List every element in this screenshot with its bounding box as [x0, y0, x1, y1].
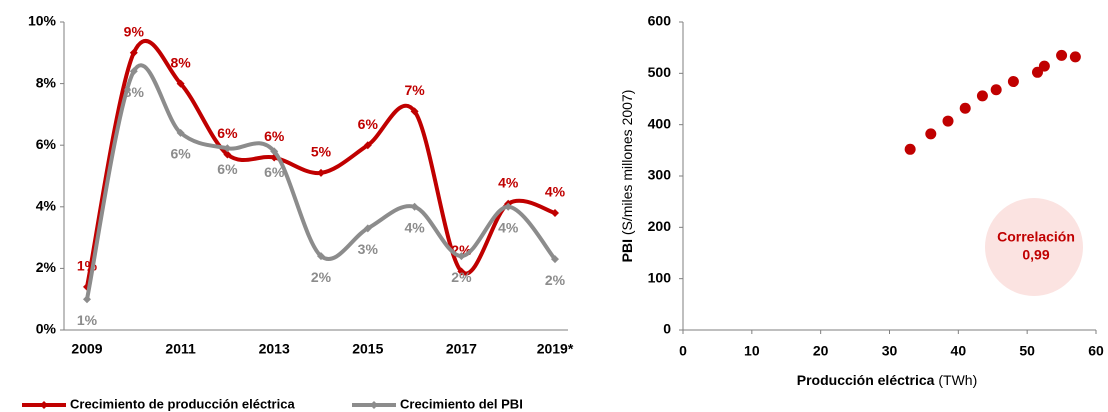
data-label: 1% [77, 312, 98, 328]
y-tick-label: 300 [648, 167, 672, 183]
point-marker [176, 79, 185, 88]
x-tick-label: 60 [1088, 343, 1104, 359]
data-label: 4% [545, 184, 566, 200]
y-tick-label: 8% [36, 74, 57, 90]
x-axis-title: Producción eléctrica [797, 372, 935, 388]
point-marker [176, 128, 185, 137]
point [942, 115, 954, 127]
point-marker [129, 48, 138, 57]
y-tick-label: 500 [648, 64, 672, 80]
x-tick-label: 2011 [165, 341, 196, 357]
x-tick-label: 50 [1019, 343, 1035, 359]
y-axis-label: PBI (S/miles millones 2007) [619, 90, 635, 263]
point-marker [410, 107, 419, 116]
point-marker [457, 252, 466, 261]
x-tick-label: 2013 [259, 341, 290, 357]
data-label: 6% [264, 164, 285, 180]
x-tick-label: 2019* [537, 341, 574, 357]
point-marker [223, 144, 232, 153]
point-marker [317, 252, 325, 261]
x-tick-label: 2009 [71, 341, 102, 357]
data-label: 6% [264, 128, 285, 144]
point-marker [363, 141, 372, 150]
annotation-bubble [985, 198, 1083, 296]
data-label: 6% [170, 146, 191, 162]
point-marker [83, 295, 91, 304]
point [925, 128, 937, 140]
y-tick-label: 4% [36, 198, 57, 214]
data-label: 8% [124, 84, 145, 100]
y-axis-unit: (S/miles millones 2007) [619, 90, 635, 236]
legend-label: Crecimiento del PBI [400, 396, 523, 411]
x-tick-label: 20 [813, 343, 829, 359]
point-marker [363, 224, 372, 233]
data-label: 7% [404, 82, 425, 98]
x-axis-unit: (TWh) [938, 372, 977, 388]
x-tick-label: 2015 [352, 341, 383, 357]
legend-label: Crecimiento de producción eléctrica [70, 396, 295, 411]
y-tick-label: 600 [648, 13, 672, 29]
point [1038, 60, 1050, 72]
y-tick-label: 6% [36, 136, 57, 152]
point-marker [317, 168, 325, 177]
data-label: 6% [217, 125, 238, 141]
point [959, 102, 971, 114]
data-label: 6% [217, 161, 238, 177]
data-label: 5% [311, 144, 332, 160]
point-marker [129, 67, 138, 76]
point [976, 90, 988, 102]
point-marker [551, 208, 559, 217]
point [1007, 76, 1019, 88]
point-marker [223, 150, 232, 159]
data-label: 2% [451, 269, 472, 285]
x-tick-label: 0 [679, 343, 687, 359]
data-label: 9% [124, 24, 145, 40]
point-marker [504, 202, 513, 211]
data-label: 8% [170, 54, 191, 70]
y-tick-label: 400 [648, 115, 672, 131]
point [1069, 51, 1081, 63]
y-tick-label: 100 [648, 269, 672, 285]
point-marker [551, 255, 559, 264]
series-line [85, 39, 556, 288]
point-marker [410, 202, 419, 211]
data-label: 6% [358, 116, 379, 132]
y-tick-label: 200 [648, 218, 672, 234]
y-tick-label: 10% [28, 13, 57, 29]
data-label: 3% [358, 241, 379, 257]
x-tick-label: 40 [951, 343, 967, 359]
annotation: 0,99 [1022, 247, 1049, 263]
point-marker [270, 147, 279, 156]
legend-marker [40, 401, 48, 409]
annotation: Correlación [997, 229, 1075, 245]
y-tick-label: 0% [36, 321, 57, 337]
point [990, 84, 1002, 96]
x-tick-label: 2017 [446, 341, 477, 357]
x-tick-label: 30 [882, 343, 898, 359]
point [904, 143, 916, 155]
data-label: 2% [545, 272, 566, 288]
data-label: 2% [311, 269, 332, 285]
x-axis-label: Producción eléctrica (TWh) [797, 372, 978, 388]
data-label: 4% [498, 220, 519, 236]
data-label: 4% [404, 220, 425, 236]
data-label: 4% [498, 174, 519, 190]
y-axis-title: PBI [619, 239, 635, 262]
y-tick-label: 2% [36, 259, 57, 275]
point-marker [457, 267, 466, 276]
x-tick-label: 10 [744, 343, 760, 359]
series-line [85, 63, 557, 300]
point [1056, 49, 1068, 61]
y-tick-label: 0 [663, 321, 671, 337]
legend-marker [370, 401, 378, 409]
